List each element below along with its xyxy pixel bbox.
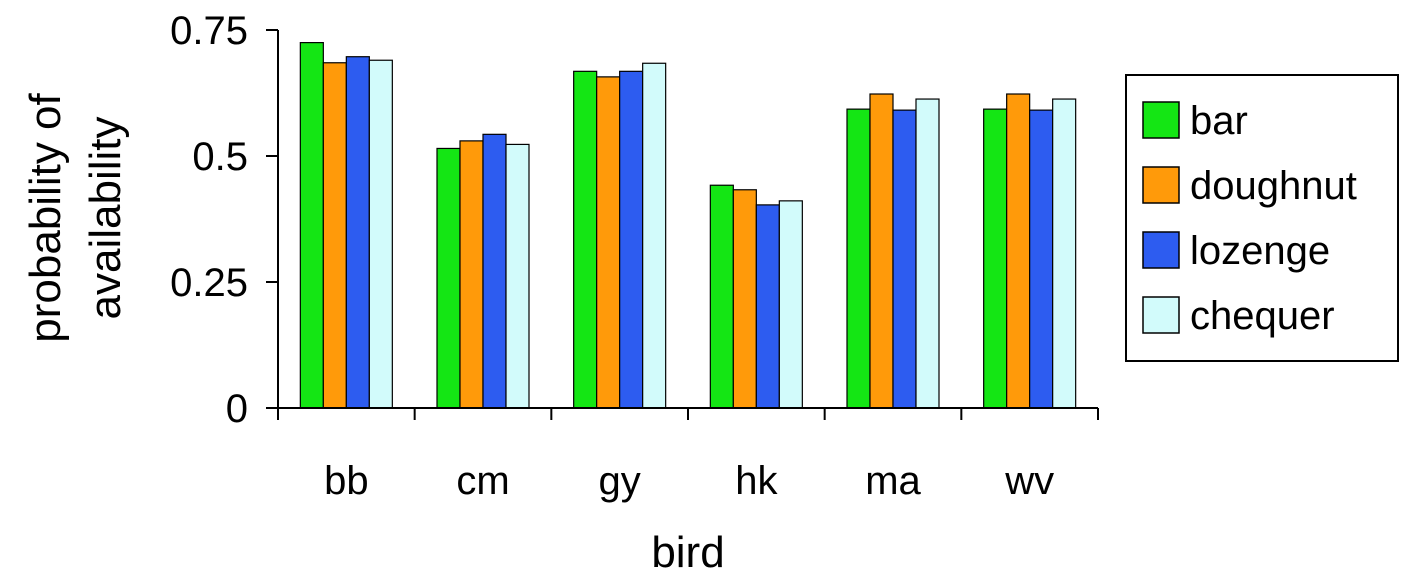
bar-lozenge-bb [345, 56, 370, 409]
x-axis-title: bird [651, 528, 724, 577]
bar-doughnut-hk [732, 189, 757, 409]
bar-bar-cm [436, 147, 461, 409]
legend-label-lozenge: lozenge [1190, 229, 1330, 273]
bar-lozenge-ma [892, 109, 917, 409]
legend-swatch-doughnut [1142, 166, 1180, 204]
bar-doughnut-gy [596, 76, 621, 409]
bar-lozenge-hk [755, 204, 780, 409]
y-tick-label: 0.5 [192, 135, 248, 179]
bar-bar-hk [709, 184, 734, 409]
y-tick-label: 0 [226, 387, 248, 431]
legend-label-doughnut: doughnut [1190, 164, 1357, 208]
x-tick-label-ma: ma [865, 459, 921, 503]
x-tick-label-bb: bb [324, 459, 369, 503]
y-tick-label: 0.25 [170, 261, 248, 305]
y-axis-title-line-1: probability of [21, 92, 70, 342]
x-tick-label-gy: gy [599, 459, 641, 503]
y-tick-label: 0.75 [170, 9, 248, 53]
x-tick-label-wv: wv [1004, 459, 1054, 503]
bar-bar-ma [846, 108, 871, 409]
legend-swatch-chequer [1142, 296, 1180, 334]
x-tick-label-cm: cm [456, 459, 509, 503]
bar-chequer-hk [778, 200, 803, 409]
bar-chequer-gy [642, 62, 667, 409]
y-axis-ticks: 0 0.25 0.5 0.75 [170, 9, 278, 431]
bar-doughnut-ma [869, 93, 894, 409]
legend-swatch-lozenge [1142, 231, 1180, 269]
x-tick-label-hk: hk [735, 459, 778, 503]
bar-lozenge-wv [1029, 109, 1054, 409]
bar-bar-wv [983, 108, 1008, 409]
y-axis-title: probability of availability [21, 92, 130, 342]
bar-bar-gy [573, 70, 598, 409]
bar-chequer-ma [915, 98, 940, 409]
bar-doughnut-bb [322, 62, 347, 409]
y-axis-title-line-2: availability [81, 117, 130, 320]
bar-lozenge-cm [482, 133, 507, 409]
bars [299, 41, 1077, 409]
x-axis-tick-labels: bb cm gy hk ma wv [324, 459, 1054, 503]
bar-lozenge-gy [619, 70, 644, 409]
axes [277, 30, 1099, 420]
legend-swatch-bar [1142, 101, 1180, 139]
legend-label-bar: bar [1190, 99, 1248, 143]
bar-doughnut-wv [1006, 93, 1031, 409]
bar-bar-bb [299, 41, 324, 409]
legend: bar doughnut lozenge chequer [1125, 74, 1399, 362]
bar-chequer-bb [368, 59, 393, 409]
legend-label-chequer: chequer [1190, 294, 1335, 338]
bar-doughnut-cm [459, 140, 484, 409]
bar-chequer-cm [505, 143, 530, 409]
bar-chequer-wv [1052, 98, 1077, 409]
